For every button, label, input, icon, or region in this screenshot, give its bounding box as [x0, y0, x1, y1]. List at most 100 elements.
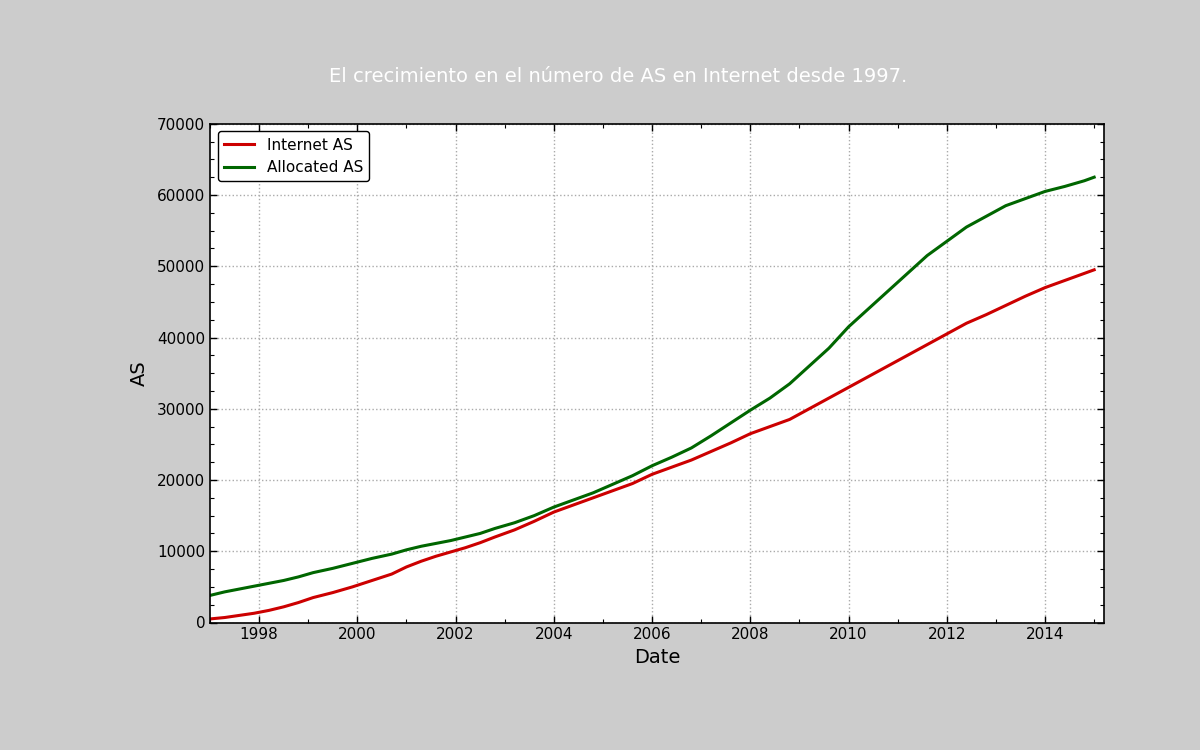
- Allocated AS: [665, 453, 679, 462]
- Allocated AS: [625, 471, 640, 480]
- Internet AS: [881, 362, 895, 370]
- Allocated AS: [920, 251, 935, 260]
- Allocated AS: [527, 512, 541, 520]
- Internet AS: [233, 610, 247, 620]
- Allocated AS: [900, 269, 914, 278]
- Internet AS: [1019, 292, 1033, 301]
- Internet AS: [473, 538, 487, 548]
- Internet AS: [458, 543, 473, 552]
- Internet AS: [763, 422, 778, 431]
- Internet AS: [428, 552, 443, 561]
- Internet AS: [665, 463, 679, 472]
- Allocated AS: [473, 529, 487, 538]
- Internet AS: [566, 500, 581, 509]
- Allocated AS: [458, 532, 473, 542]
- Allocated AS: [203, 591, 217, 600]
- Internet AS: [306, 593, 320, 602]
- Internet AS: [527, 517, 541, 526]
- Internet AS: [862, 372, 876, 381]
- Allocated AS: [763, 394, 778, 403]
- Internet AS: [782, 415, 797, 424]
- Allocated AS: [979, 211, 994, 220]
- Allocated AS: [444, 536, 458, 545]
- Internet AS: [203, 614, 217, 623]
- Allocated AS: [384, 550, 398, 559]
- Internet AS: [704, 447, 719, 456]
- Allocated AS: [547, 503, 562, 512]
- Text: El crecimiento en el número de AS en Internet desde 1997.: El crecimiento en el número de AS en Int…: [329, 68, 907, 86]
- Internet AS: [822, 394, 836, 403]
- Allocated AS: [217, 587, 232, 596]
- Internet AS: [292, 598, 306, 607]
- Allocated AS: [325, 564, 340, 573]
- Allocated AS: [940, 237, 954, 246]
- Internet AS: [444, 548, 458, 556]
- Allocated AS: [782, 380, 797, 388]
- Internet AS: [684, 455, 698, 464]
- Internet AS: [384, 569, 398, 578]
- Internet AS: [325, 588, 340, 597]
- Allocated AS: [262, 579, 276, 588]
- Allocated AS: [1078, 176, 1092, 185]
- Allocated AS: [276, 576, 290, 585]
- Internet AS: [802, 404, 816, 413]
- Allocated AS: [684, 443, 698, 452]
- Internet AS: [900, 351, 914, 360]
- Allocated AS: [247, 582, 262, 591]
- Internet AS: [1057, 276, 1072, 285]
- Internet AS: [400, 562, 414, 572]
- Internet AS: [1038, 284, 1052, 292]
- Allocated AS: [1087, 172, 1102, 182]
- Allocated AS: [365, 554, 379, 562]
- Allocated AS: [724, 419, 738, 428]
- Internet AS: [262, 606, 276, 615]
- Internet AS: [586, 494, 600, 502]
- Internet AS: [247, 609, 262, 618]
- Internet AS: [625, 479, 640, 488]
- Internet AS: [276, 602, 290, 611]
- X-axis label: Date: Date: [634, 648, 680, 667]
- Internet AS: [1078, 269, 1092, 278]
- Internet AS: [508, 525, 522, 534]
- Allocated AS: [841, 322, 856, 332]
- Line: Allocated AS: Allocated AS: [210, 177, 1094, 596]
- Internet AS: [743, 429, 757, 438]
- Allocated AS: [292, 572, 306, 581]
- Legend: Internet AS, Allocated AS: Internet AS, Allocated AS: [217, 131, 370, 182]
- Internet AS: [644, 470, 659, 478]
- Internet AS: [940, 329, 954, 338]
- Allocated AS: [566, 496, 581, 505]
- Allocated AS: [346, 559, 360, 568]
- Internet AS: [959, 319, 973, 328]
- Internet AS: [217, 613, 232, 622]
- Allocated AS: [414, 542, 428, 550]
- Allocated AS: [1019, 194, 1033, 203]
- Allocated AS: [743, 406, 757, 415]
- Allocated AS: [508, 518, 522, 527]
- Internet AS: [547, 508, 562, 517]
- Allocated AS: [822, 344, 836, 352]
- Internet AS: [346, 582, 360, 591]
- Internet AS: [998, 301, 1013, 310]
- Allocated AS: [586, 488, 600, 497]
- Internet AS: [979, 310, 994, 320]
- Internet AS: [920, 340, 935, 350]
- Internet AS: [365, 576, 379, 585]
- Allocated AS: [306, 568, 320, 578]
- Allocated AS: [1038, 187, 1052, 196]
- Line: Internet AS: Internet AS: [210, 270, 1094, 619]
- Internet AS: [487, 532, 502, 542]
- Y-axis label: AS: AS: [130, 360, 149, 386]
- Internet AS: [414, 556, 428, 566]
- Allocated AS: [606, 480, 620, 489]
- Allocated AS: [644, 461, 659, 470]
- Allocated AS: [998, 201, 1013, 210]
- Internet AS: [841, 382, 856, 392]
- Allocated AS: [233, 584, 247, 593]
- Allocated AS: [704, 431, 719, 440]
- Internet AS: [724, 439, 738, 448]
- Internet AS: [606, 486, 620, 495]
- Allocated AS: [428, 539, 443, 548]
- Internet AS: [1087, 266, 1102, 274]
- Allocated AS: [487, 524, 502, 533]
